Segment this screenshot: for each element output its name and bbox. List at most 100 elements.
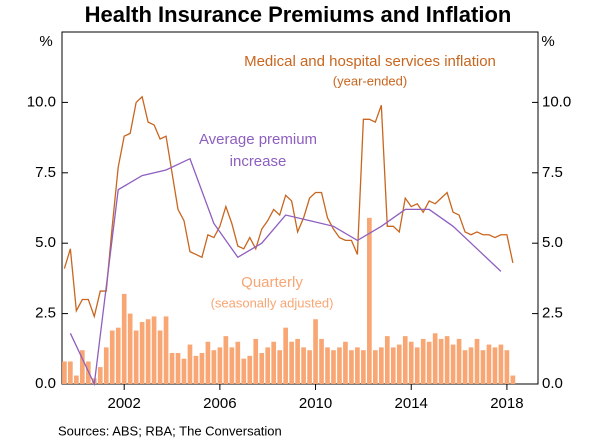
bar — [426, 341, 432, 384]
bar — [103, 347, 109, 384]
line — [63, 95, 514, 319]
bar — [289, 341, 294, 384]
bar — [462, 350, 468, 384]
bar — [331, 350, 336, 384]
series-label: (year-ended) — [333, 73, 407, 88]
bar — [169, 353, 175, 384]
bar — [79, 350, 85, 384]
bar — [74, 375, 79, 384]
y2-tick-label: 2.5 — [542, 305, 563, 322]
bar — [205, 341, 211, 384]
bar — [187, 344, 193, 384]
bar — [133, 330, 139, 384]
bar — [337, 347, 342, 384]
bar — [283, 327, 288, 384]
bar — [235, 341, 241, 384]
y-tick-label: 5.0 — [35, 234, 56, 251]
bar — [468, 347, 474, 384]
bar — [229, 347, 235, 384]
bar — [492, 347, 498, 384]
bar — [396, 344, 402, 384]
bar — [223, 336, 229, 384]
bar — [145, 319, 151, 384]
bar — [456, 338, 462, 384]
y-tick-label: 10.0 — [27, 93, 56, 110]
bar — [325, 347, 330, 384]
bar — [444, 336, 450, 384]
bar — [384, 336, 390, 384]
bar — [199, 353, 205, 384]
bar — [367, 217, 372, 384]
bar — [259, 353, 265, 384]
bar — [373, 350, 378, 384]
bar — [474, 338, 480, 384]
bar — [402, 336, 408, 384]
series-label: increase — [230, 153, 287, 170]
bar — [504, 350, 510, 384]
bar — [277, 350, 283, 384]
bar — [265, 347, 271, 384]
y-unit-left: % — [39, 33, 52, 50]
bar — [307, 350, 312, 384]
source-note: Sources: ABS; RBA; The Conversation — [58, 423, 282, 438]
bar — [432, 333, 438, 384]
bar — [181, 358, 187, 384]
bar — [175, 353, 181, 384]
bar — [151, 316, 157, 384]
plot-frame — [61, 31, 539, 385]
bar — [480, 350, 486, 384]
x-tick-label: 2006 — [203, 395, 236, 412]
x-tick-label: 2018 — [490, 395, 523, 412]
x-tick-label: 2002 — [108, 395, 141, 412]
bar — [301, 347, 306, 384]
y2-tick-label: 10.0 — [542, 93, 571, 110]
bar — [414, 347, 420, 384]
bar — [420, 338, 426, 384]
series-label: (seasonally adjusted) — [211, 295, 334, 310]
chart-title: Health Insurance Premiums and Inflation — [85, 2, 512, 27]
bar — [343, 341, 348, 384]
bar — [253, 338, 259, 384]
bar — [217, 347, 223, 384]
bar — [62, 361, 67, 384]
bar — [361, 350, 366, 384]
y-tick-label: 2.5 — [35, 305, 56, 322]
bar — [510, 375, 516, 384]
x-tick-label: 2010 — [299, 395, 332, 412]
bar — [378, 347, 384, 384]
y2-tick-label: 5.0 — [542, 234, 563, 251]
bar — [313, 319, 318, 384]
bar — [355, 347, 360, 384]
bar — [211, 350, 217, 384]
bar — [127, 313, 133, 384]
series-label: Average premium — [199, 131, 317, 148]
bar — [139, 322, 145, 384]
bar — [241, 358, 247, 384]
bar — [247, 355, 253, 384]
x-tick-label: 2014 — [395, 395, 428, 412]
line — [69, 157, 502, 387]
bar — [295, 338, 300, 384]
bar — [109, 330, 115, 384]
y2-tick-label: 0.0 — [542, 375, 563, 392]
bar — [486, 344, 492, 384]
y-tick-label: 7.5 — [35, 164, 56, 181]
bar — [163, 316, 169, 384]
bar — [408, 341, 414, 384]
series-label: Medical and hospital services inflation — [244, 53, 496, 70]
bar — [193, 355, 199, 384]
y-tick-label: 0.0 — [35, 375, 56, 392]
bar — [390, 347, 396, 384]
bar — [438, 338, 444, 384]
bar — [319, 338, 324, 384]
bar — [498, 344, 504, 384]
bar — [121, 293, 127, 384]
bar — [115, 327, 121, 384]
bar — [349, 350, 354, 384]
series-label: Quarterly — [241, 274, 303, 291]
bar — [450, 344, 456, 384]
bar — [68, 361, 73, 384]
bar — [97, 367, 103, 384]
bar — [157, 330, 163, 384]
